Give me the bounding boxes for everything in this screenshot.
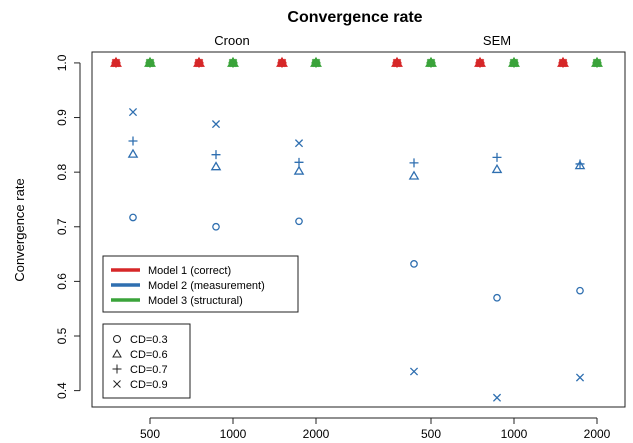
data-point-circle — [129, 213, 137, 222]
panel-label-croon: Croon — [214, 33, 249, 48]
legend-label-model-3: Model 3 (structural) — [148, 295, 243, 307]
legend-marker-x — [113, 380, 121, 388]
y-tick-label: 1.0 — [55, 54, 69, 71]
legend-label-cd-0-3: CD=0.3 — [130, 334, 168, 346]
data-point-triangle — [127, 148, 139, 158]
x-tick-label: 2000 — [584, 427, 611, 441]
x-tick-label: 1000 — [501, 427, 528, 441]
y-axis-label: Convergence rate — [12, 178, 27, 281]
data-point-plus — [492, 152, 502, 162]
plot-frame — [91, 51, 626, 408]
data-point-model-3-x — [426, 58, 436, 68]
data-marks — [110, 56, 603, 402]
x-axis: 500 1000 2000 500 1000 2000 — [140, 417, 611, 441]
y-tick-label: 0.6 — [55, 273, 69, 290]
y-tick-label: 0.7 — [55, 218, 69, 235]
data-point-circle — [576, 286, 584, 295]
data-point-model-3-x — [592, 58, 602, 68]
data-point-plus — [575, 159, 585, 169]
legend-marker-plus — [112, 364, 122, 374]
data-point-model-3-x — [145, 58, 155, 68]
x-tick-label: 1000 — [220, 427, 247, 441]
data-point-model-3-x — [509, 58, 519, 68]
data-point-plus — [211, 150, 221, 160]
data-point-model-1-x — [475, 58, 485, 68]
chart-title: Convergence rate — [287, 9, 422, 26]
data-point-model-1-x — [194, 58, 204, 68]
data-point-plus — [409, 158, 419, 168]
data-point-x — [492, 393, 502, 402]
data-point-circle — [295, 217, 303, 226]
legend-cd: CD=0.3 CD=0.6 CD=0.7 CD=0.9 — [102, 323, 191, 399]
data-point-triangle — [408, 170, 420, 180]
data-point-model-1-x — [392, 58, 402, 68]
data-point-model-3-x — [311, 58, 321, 68]
data-point-model-1-x — [111, 58, 121, 68]
data-point-model-1-x — [558, 58, 568, 68]
legend-marker-triangle — [112, 348, 122, 358]
y-axis: 0.4 0.5 0.6 0.7 0.8 0.9 1.0 — [55, 54, 81, 399]
data-point-triangle — [293, 165, 305, 175]
data-point-x — [575, 373, 585, 382]
legend-models: Model 1 (correct) Model 2 (measurement) … — [102, 255, 299, 313]
data-point-model-1-x — [277, 58, 287, 68]
data-point-model-3-x — [228, 58, 238, 68]
data-point-triangle — [210, 161, 222, 171]
x-tick-label: 500 — [140, 427, 160, 441]
x-tick-label: 2000 — [303, 427, 330, 441]
legend-label-cd-0-9: CD=0.9 — [130, 379, 168, 391]
legend-label-model-1: Model 1 (correct) — [148, 265, 231, 277]
data-point-circle — [493, 293, 501, 302]
y-tick-label: 0.5 — [55, 327, 69, 344]
data-point-plus — [294, 157, 304, 167]
data-point-triangle — [574, 160, 586, 170]
legend-label-cd-0-6: CD=0.6 — [130, 349, 168, 361]
y-tick-label: 0.9 — [55, 109, 69, 126]
data-point-x — [294, 139, 304, 148]
data-point-circle — [212, 222, 220, 231]
data-point-circle — [410, 260, 418, 268]
legend-label-model-2: Model 2 (measurement) — [148, 280, 265, 292]
panel-label-sem: SEM — [483, 33, 511, 48]
data-point-x — [128, 108, 138, 117]
data-point-x — [211, 120, 221, 129]
legend-cd-box — [102, 323, 191, 399]
legend-label-cd-0-7: CD=0.7 — [130, 364, 168, 376]
y-tick-label: 0.4 — [55, 382, 69, 399]
data-point-triangle — [491, 163, 503, 174]
data-point-plus — [128, 136, 138, 146]
y-tick-label: 0.8 — [55, 163, 69, 180]
data-point-x — [409, 367, 419, 376]
legend-marker-circle — [113, 335, 121, 343]
x-tick-label: 500 — [421, 427, 441, 441]
